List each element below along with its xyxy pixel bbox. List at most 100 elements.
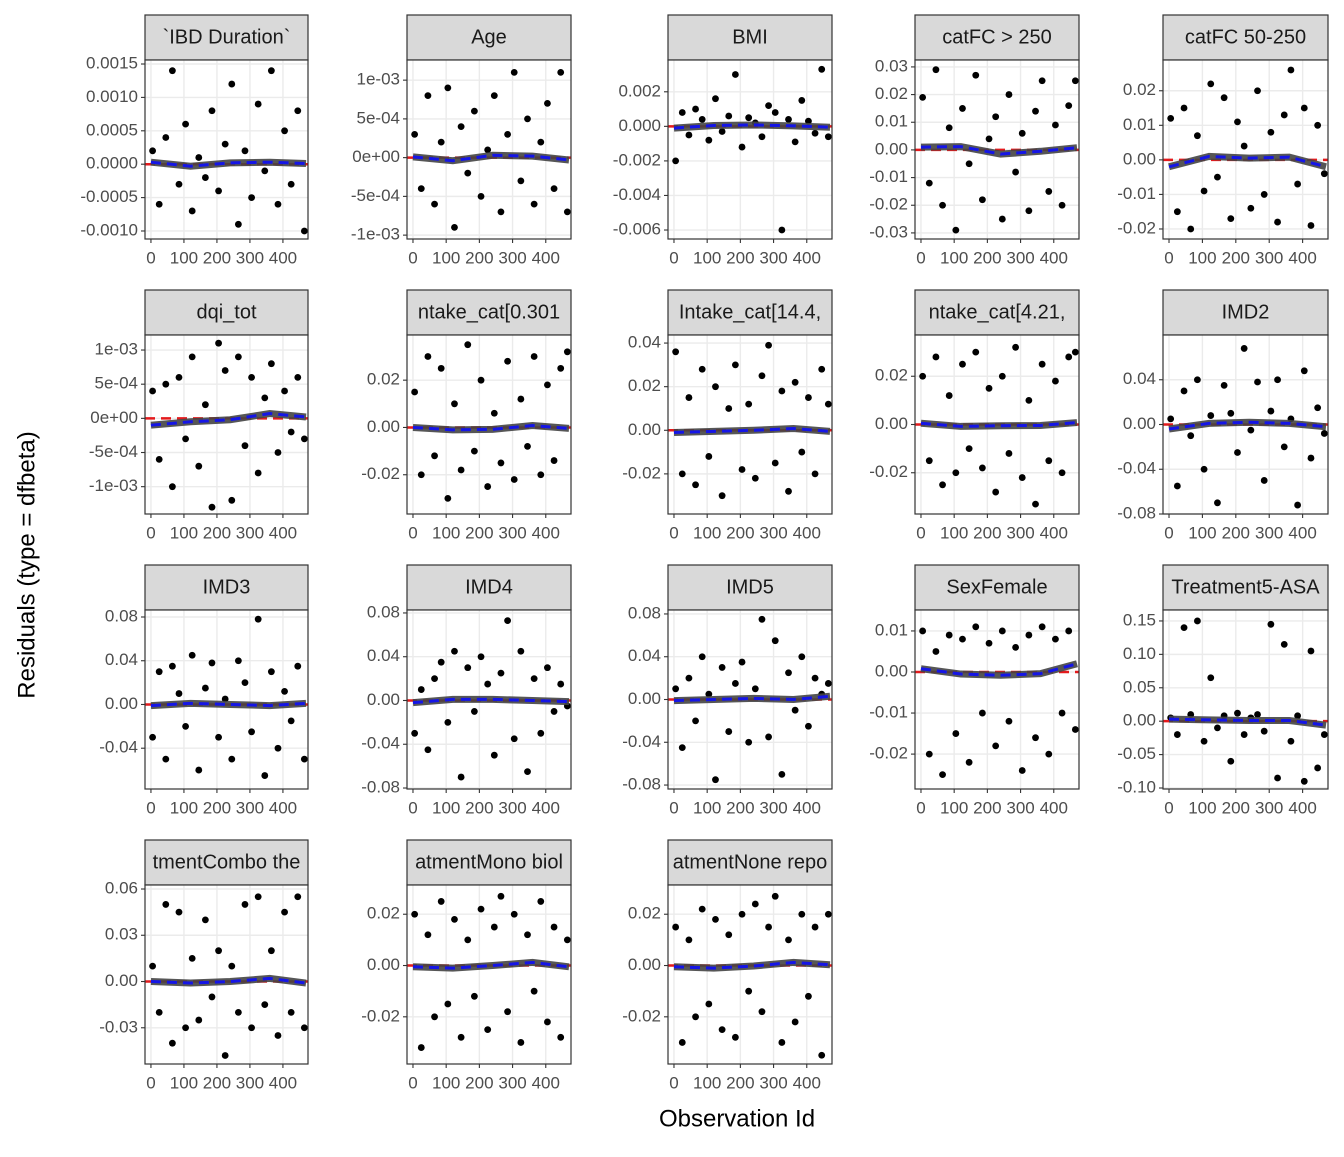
trend-line: [412, 960, 570, 970]
y-tick-label: 0.02: [367, 370, 400, 389]
x-tick-label: 200: [465, 523, 493, 542]
point: [294, 893, 302, 901]
point: [1254, 711, 1261, 718]
point: [1012, 168, 1019, 176]
point: [698, 365, 706, 373]
panel: IMD3 0.08 0.04 0.00 -0.04 0 100 200 300 400: [99, 564, 309, 817]
y-tick-label: 0.04: [628, 646, 661, 665]
panel-border: [144, 59, 309, 240]
x-tick-label: 300: [498, 1073, 526, 1092]
x-tick-label: 0: [916, 798, 925, 817]
point: [149, 962, 156, 970]
point: [221, 140, 229, 148]
point: [1267, 407, 1275, 415]
point: [188, 353, 196, 361]
point: [537, 729, 545, 737]
point: [149, 733, 156, 741]
point: [1200, 465, 1208, 473]
point: [685, 674, 693, 682]
point: [1065, 627, 1073, 635]
point: [725, 405, 733, 412]
point: [745, 114, 753, 122]
point: [1207, 412, 1215, 419]
point: [692, 717, 699, 725]
y-tick-label: 0.08: [105, 606, 138, 625]
point: [287, 428, 295, 436]
point: [517, 395, 525, 403]
point: [771, 109, 779, 116]
x-tick-label: 200: [203, 248, 231, 267]
point: [221, 695, 229, 703]
point: [718, 492, 726, 500]
point: [738, 466, 746, 473]
y-tick-label: -0.02: [869, 462, 908, 481]
point: [1234, 449, 1241, 456]
strip: [406, 14, 572, 61]
point: [182, 435, 189, 443]
y-axis-title: Residuals (type = dfbeta): [13, 431, 40, 698]
point: [692, 1013, 699, 1021]
strip-title: Treatment5-ASA: [1171, 576, 1320, 598]
point: [791, 706, 799, 714]
point: [698, 116, 706, 123]
y-tick-label: 0.00: [628, 689, 661, 708]
x-tick-label: 100: [940, 798, 968, 817]
point: [182, 120, 189, 128]
point: [1194, 376, 1201, 384]
point: [672, 923, 680, 931]
point: [985, 639, 993, 647]
point: [510, 910, 518, 918]
point: [785, 487, 792, 495]
point: [550, 708, 558, 715]
x-tick-label: 200: [203, 1073, 231, 1092]
point: [798, 653, 806, 661]
x-tick-label: 0: [408, 248, 417, 267]
panel-border: [667, 59, 833, 240]
point: [431, 200, 438, 208]
point: [771, 459, 779, 467]
point: [470, 992, 478, 1000]
point: [248, 194, 255, 201]
x-tick-label: 400: [532, 248, 560, 267]
y-tick-label: -0.02: [622, 463, 661, 482]
point: [1227, 757, 1235, 765]
point: [1220, 94, 1228, 102]
point: [504, 1008, 511, 1016]
x-tick-label: 300: [498, 798, 526, 817]
point: [550, 457, 558, 464]
y-tick-label: 0.04: [367, 646, 400, 665]
point: [1247, 426, 1255, 434]
point: [1287, 66, 1295, 74]
point: [805, 992, 812, 1000]
x-tick-label: 300: [236, 523, 264, 542]
point: [1300, 777, 1308, 785]
point: [550, 923, 558, 931]
point: [945, 124, 953, 132]
panel: atmentMono biol 0.02 0.00 -0.02 0 100 200 300 40…: [361, 839, 572, 1092]
point: [705, 1000, 713, 1008]
point: [294, 373, 302, 381]
point: [162, 380, 170, 388]
panel: Treatment5-ASA 0.15 0.10 0.05 0.00 -0.05 -0.10…: [1117, 564, 1329, 817]
point: [470, 107, 478, 115]
point: [745, 400, 753, 408]
point: [281, 908, 288, 916]
y-tick-label: -5e-04: [89, 442, 138, 461]
x-tick-label: 300: [1255, 523, 1283, 542]
strip-title: SexFemale: [946, 576, 1047, 598]
point: [1220, 381, 1228, 389]
point: [745, 987, 753, 995]
y-tick-label: 0.08: [628, 603, 661, 622]
point: [1307, 647, 1315, 655]
point: [1045, 457, 1053, 465]
point: [524, 931, 531, 939]
panel-border: [914, 609, 1080, 790]
point: [692, 105, 699, 113]
point: [431, 452, 438, 460]
x-tick-label: 0: [1164, 248, 1173, 267]
point: [201, 684, 209, 692]
point: [1005, 717, 1013, 725]
y-tick-label: -0.04: [361, 734, 400, 753]
point: [254, 100, 262, 108]
